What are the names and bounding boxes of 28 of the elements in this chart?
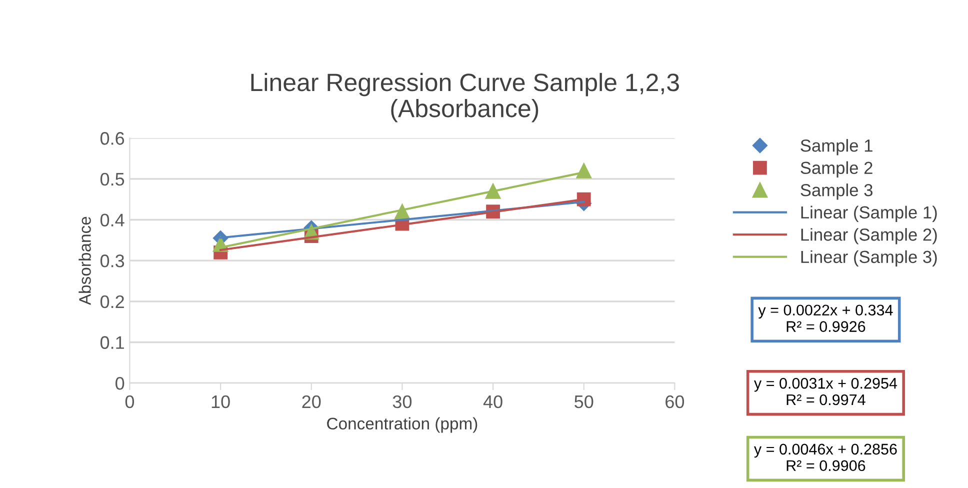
chart-title: Linear Regression Curve Sample 1,2,3 (Absorbance)	[251, 72, 679, 122]
x-tick-label: 50	[574, 395, 594, 408]
legend-label: Linear (Sample 1)	[801, 206, 937, 222]
y-tick-label: 0.6	[100, 132, 124, 145]
text: y = 0.0046x + 0.2856 R² = 0.9906	[754, 444, 897, 472]
y-tick-label: 0	[116, 377, 124, 390]
point	[485, 184, 501, 199]
y-axis-title: Absorbance	[78, 216, 91, 306]
text: y = 0.0031x + 0.2954 R² = 0.9974	[754, 378, 898, 406]
legend-label: Linear (Sample 3)	[801, 250, 937, 267]
text: y = 0.0022x + 0.334 R² = 0.9926	[758, 304, 893, 332]
legend-label: Linear (Sample 2)	[801, 228, 937, 244]
legend-label: Sample 3	[800, 184, 872, 200]
x-tick-label: 0	[125, 395, 134, 408]
x-axis-title: Concentration (ppm)	[327, 417, 478, 433]
y-tick-label: 0.4	[100, 214, 124, 226]
legend-label: Sample 1	[800, 139, 872, 156]
legend-label: Sample 2	[800, 161, 872, 178]
x-tick-label: 20	[302, 395, 321, 408]
y-tick-label: 0.1	[100, 336, 124, 349]
point	[576, 163, 592, 178]
y-tick-label: 0.3	[100, 254, 124, 268]
y-tick-label: 0.2	[100, 295, 124, 308]
x-tick-label: 10	[212, 395, 230, 408]
x-tick-label: 40	[483, 395, 502, 408]
x-tick-label: 60	[666, 395, 684, 408]
x-tick-label: 30	[392, 395, 412, 408]
y-tick-label: 0.5	[100, 172, 124, 186]
